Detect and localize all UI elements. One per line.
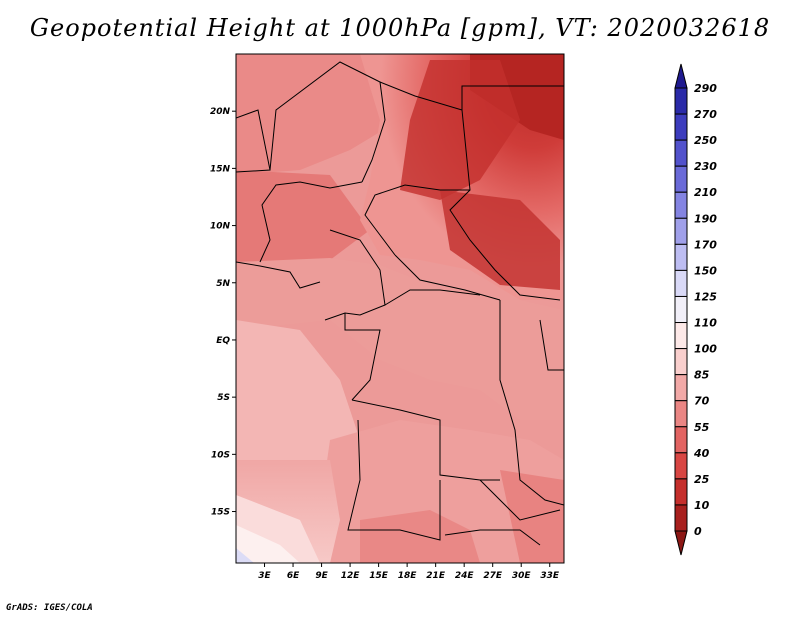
lon-tick-label: 12E: [341, 571, 361, 581]
colorbar-swatch: [674, 165, 688, 193]
colorbar-swatch: [674, 322, 688, 350]
colorbar-swatch: [674, 426, 688, 454]
colorbar: 2902702502302101901701501251101008570554…: [674, 63, 717, 556]
colorbar-label: 70: [694, 395, 710, 408]
grads-credit: GrADS: IGES/COLA: [6, 603, 93, 613]
colorbar-swatch: [674, 452, 688, 480]
lon-tick-label: 33E: [540, 571, 560, 581]
lon-tick-label: 3E: [258, 571, 271, 581]
colorbar-label: 170: [694, 238, 717, 251]
lat-tick-label: 10S: [211, 450, 230, 460]
lon-tick-label: 18E: [398, 571, 418, 581]
colorbar-label: 290: [694, 82, 717, 95]
lat-tick-label: 10N: [210, 222, 231, 232]
colorbar-swatch: [674, 400, 688, 428]
colorbar-label: 270: [694, 108, 717, 121]
lat-tick-label: 15N: [210, 164, 231, 174]
lat-tick-label: 5N: [216, 279, 230, 289]
latitude-axis: 20N 15N 10N 5N EQ 5S 10S 15S: [210, 107, 236, 518]
colorbar-swatch: [674, 374, 688, 402]
lat-tick-label: EQ: [216, 336, 230, 346]
lon-tick-label: 24E: [455, 571, 475, 581]
colorbar-label: 40: [693, 447, 710, 460]
colorbar-top-triangle: [674, 63, 688, 89]
lat-tick-label: 20N: [210, 107, 231, 117]
colorbar-swatch: [674, 295, 688, 324]
colorbar-bottom-triangle: [674, 530, 688, 556]
lat-tick-label: 5S: [217, 393, 230, 403]
colorbar-swatch: [674, 113, 688, 141]
map-frame: [235, 53, 565, 564]
colorbar-label: 0: [694, 525, 702, 538]
colorbar-swatch: [674, 269, 688, 297]
map-field: [236, 54, 564, 563]
colorbar-swatch: [674, 87, 688, 115]
lon-tick-label: 15E: [369, 571, 389, 581]
colorbar-label: 10: [694, 499, 710, 512]
country-borders: [236, 61, 564, 546]
colorbar-label: 110: [694, 317, 717, 330]
colorbar-label: 100: [694, 343, 717, 356]
colorbar-swatch: [674, 348, 688, 376]
colorbar-label: 190: [694, 212, 717, 225]
colorbar-swatch: [674, 191, 688, 219]
colorbar-swatch: [674, 217, 688, 245]
colorbar-swatch: [674, 243, 688, 271]
lon-tick-label: 6E: [287, 571, 300, 581]
colorbar-label: 230: [694, 160, 717, 173]
colorbar-label: 210: [694, 186, 717, 199]
chart-title: Geopotential Height at 1000hPa [gpm], VT…: [29, 14, 771, 42]
lon-tick-label: 21E: [426, 571, 446, 581]
lat-tick-label: 15S: [211, 508, 230, 518]
colorbar-label: 150: [694, 264, 717, 277]
colorbar-label: 55: [694, 421, 710, 434]
colorbar-label: 85: [694, 369, 710, 382]
colorbar-swatch: [674, 504, 688, 532]
lon-tick-label: 9E: [315, 571, 328, 581]
colorbar-swatch: [674, 478, 688, 506]
colorbar-swatch: [674, 139, 688, 167]
colorbar-label: 250: [694, 134, 717, 147]
longitude-axis: 3E 6E 9E 12E 15E 18E 21E 24E 27E 30E 33E: [258, 563, 560, 581]
lon-tick-label: 27E: [483, 571, 503, 581]
colorbar-label: 125: [694, 290, 717, 303]
lon-tick-label: 30E: [512, 571, 532, 581]
colorbar-label: 25: [694, 473, 710, 486]
